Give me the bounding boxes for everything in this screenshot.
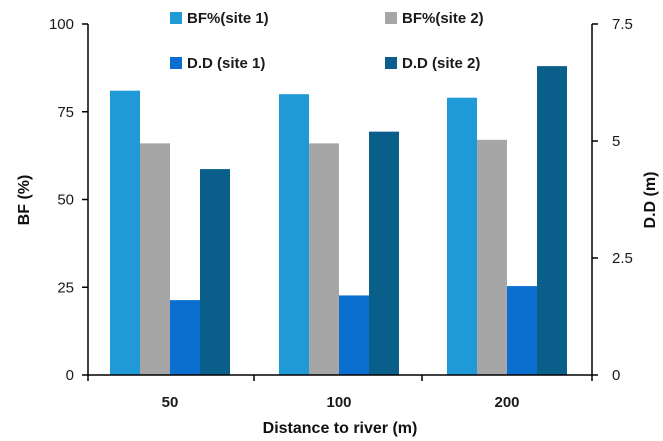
left-tick-label: 50 — [57, 192, 74, 209]
x-tick-label: 200 — [494, 394, 519, 411]
bar-d-d-site-1-100 — [339, 295, 369, 375]
right-y-axis-title: D.D (m) — [642, 172, 659, 229]
bar-bf-site-1-100 — [279, 94, 309, 375]
right-tick-label: 0 — [612, 367, 620, 384]
x-tick-label: 100 — [326, 394, 351, 411]
bar-d-d-site-1-50 — [170, 300, 200, 375]
left-tick-label: 25 — [57, 279, 74, 296]
left-tick-label: 0 — [66, 367, 74, 384]
legend-label: D.D (site 2) — [402, 55, 480, 72]
left-tick-label: 100 — [49, 16, 74, 33]
legend-swatch — [170, 12, 182, 24]
right-tick-label: 5 — [612, 133, 620, 150]
right-tick-label: 2.5 — [612, 250, 633, 267]
legend-label: D.D (site 1) — [187, 55, 265, 72]
bar-d-d-site-2-200 — [537, 66, 567, 376]
bar-bf-site-1-50 — [110, 90, 140, 375]
bar-bf-site-1-200 — [447, 97, 477, 376]
x-tick-label: 50 — [162, 394, 179, 411]
legend-label: BF%(site 2) — [402, 10, 484, 27]
legend-swatch — [385, 57, 397, 69]
legend-swatch — [385, 12, 397, 24]
bar-d-d-site-1-200 — [507, 286, 537, 375]
x-axis-title: Distance to river (m) — [263, 420, 418, 437]
legend-label: BF%(site 1) — [187, 10, 269, 27]
bar-bf-site-2-200 — [477, 139, 507, 375]
right-tick-label: 7.5 — [612, 16, 633, 33]
bar-d-d-site-2-50 — [200, 169, 230, 375]
left-y-axis-title: BF (%) — [16, 175, 33, 226]
legend-swatch — [170, 57, 182, 69]
bar-d-d-site-2-100 — [369, 131, 399, 375]
bar-bf-site-2-100 — [309, 143, 339, 375]
left-tick-label: 75 — [57, 104, 74, 121]
bars-group — [110, 66, 567, 376]
bar-bf-site-2-50 — [140, 143, 170, 375]
legend: BF%(site 1) BF%(site 2) D.D (site 1) D.D (s… — [170, 10, 484, 72]
ticks-group: 0 25 50 75 100 0 2.5 5 7.5 50 100 200 — [49, 16, 633, 411]
